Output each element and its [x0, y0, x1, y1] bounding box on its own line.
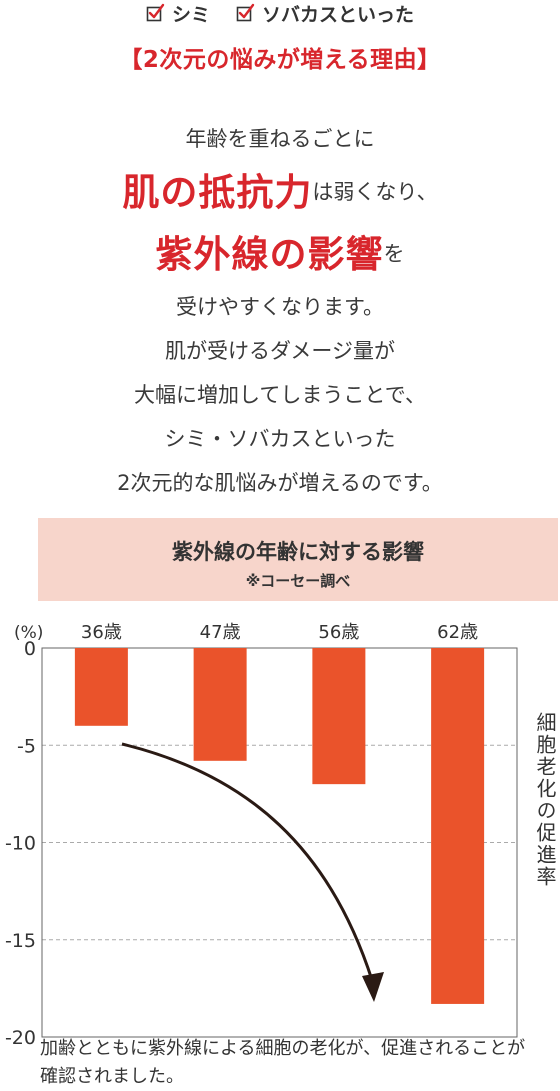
- check-item: ソバカスといった: [236, 0, 414, 27]
- bar: [431, 648, 485, 1004]
- x-tick-label: 47歳: [200, 622, 241, 643]
- bar: [312, 648, 366, 785]
- y-tick-label: -5: [17, 735, 36, 757]
- check-item: シミ: [146, 0, 210, 27]
- checkbox-checked-icon: [236, 3, 255, 22]
- y-tick-label: -10: [5, 833, 36, 855]
- body-line: 受けやすくなります。: [176, 295, 384, 320]
- body-line: 紫外線の影響を: [155, 232, 405, 276]
- body-text: 年齢を重ねるごとに 肌の抵抗力 は弱くなり、 紫外線の影響を 受けやすくなります。…: [0, 118, 560, 506]
- chart-title-box: 紫外線の年齢に対する影響 ※コーセー調べ: [38, 518, 558, 601]
- y-axis-label: 細胞老化の促進率: [533, 712, 557, 888]
- emphasis-text: 紫外線の影響: [155, 232, 384, 276]
- y-unit-label: (%): [14, 623, 43, 643]
- x-tick-label: 56歳: [318, 622, 359, 643]
- x-tick-label: 36歳: [81, 622, 122, 643]
- chart-subtitle: ※コーセー調べ: [245, 572, 351, 590]
- y-tick-label: -20: [5, 1027, 36, 1049]
- body-line: シミ・ソバカスといった: [164, 427, 396, 452]
- trend-arrowhead: [362, 972, 384, 1002]
- checkbox-checked-icon: [146, 3, 165, 22]
- body-line: 肌の抵抗力 は弱くなり、: [122, 170, 438, 214]
- body-line: 2次元的な肌悩みが増えるのです。: [117, 471, 443, 496]
- check-label: シミ: [171, 3, 210, 26]
- bar-chart: 0 -5 -10 -15 -20 (%) 36歳 47歳 56歳 62歳: [5, 622, 518, 1049]
- section-heading: 【2次元の悩みが増える理由】: [119, 47, 441, 73]
- chart-caption: 加齢とともに紫外線による細胞の老化が、促進されることが確認されました。: [40, 1038, 526, 1087]
- check-label: ソバカスといった: [262, 3, 415, 26]
- body-line: 大幅に増加してしまうことで、: [134, 383, 426, 408]
- bar: [193, 648, 247, 761]
- y-tick-label: 0: [24, 638, 36, 660]
- emphasis-text: 肌の抵抗力: [122, 170, 313, 214]
- plot-frame: [41, 647, 518, 1038]
- chart-title: 紫外線の年齢に対する影響: [172, 540, 424, 564]
- bar: [74, 648, 128, 726]
- body-line: 肌が受けるダメージ量が: [165, 339, 395, 364]
- x-tick-label: 62歳: [437, 622, 478, 643]
- checklist: シミ ソバカスといった: [0, 0, 560, 26]
- trend-arrow: [121, 742, 374, 981]
- body-line: 年齢を重ねるごとに: [185, 127, 375, 152]
- y-tick-label: -15: [5, 930, 36, 952]
